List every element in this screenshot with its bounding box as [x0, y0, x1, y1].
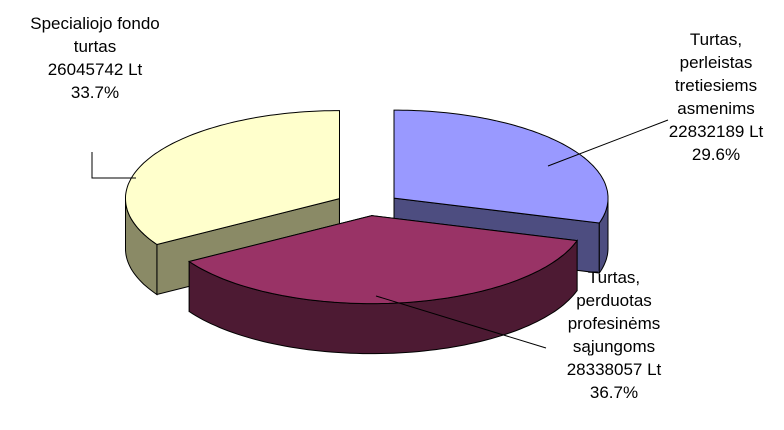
label-special-amount: 26045742 Lt — [47, 60, 143, 79]
label-unions-percent: 36.7% — [589, 383, 639, 402]
label-unions-line-1: Turtas, — [587, 268, 641, 287]
label-unions-line-2: perduotas — [576, 291, 652, 310]
label-unions-line-4: sąjungoms — [572, 337, 656, 356]
label-special-percent: 33.7% — [70, 83, 120, 102]
leader-line-third — [547, 119, 669, 167]
label-third-percent: 29.6% — [691, 145, 741, 164]
label-third-line-3: tretiesiems — [674, 76, 758, 95]
leader-line-special — [91, 152, 136, 179]
pie-slice-unions — [187, 214, 579, 355]
label-unions-line-3: profesinėms — [567, 314, 661, 333]
label-unions-amount: 28338057 Lt — [566, 360, 662, 379]
label-special: Specialiojo fondo turtas 26045742 Lt 33.… — [0, 12, 190, 104]
leader-line-unions — [375, 295, 547, 349]
label-special-line-1: Specialiojo fondo — [30, 14, 160, 33]
label-third-line-1: Turtas, — [689, 30, 743, 49]
pie-slice-third-top — [393, 109, 609, 224]
label-unions: Turtas, perduotas profesinėms sąjungoms … — [548, 266, 680, 404]
pie-slice-special-top — [125, 110, 341, 246]
label-third-line-4: asmenims — [677, 99, 755, 118]
label-third-line-2: perleistas — [679, 53, 753, 72]
label-third-amount: 22832189 Lt — [668, 122, 764, 141]
label-third: Turtas, perleistas tretiesiems asmenims … — [648, 28, 784, 166]
label-special-line-2: turtas — [73, 37, 117, 56]
